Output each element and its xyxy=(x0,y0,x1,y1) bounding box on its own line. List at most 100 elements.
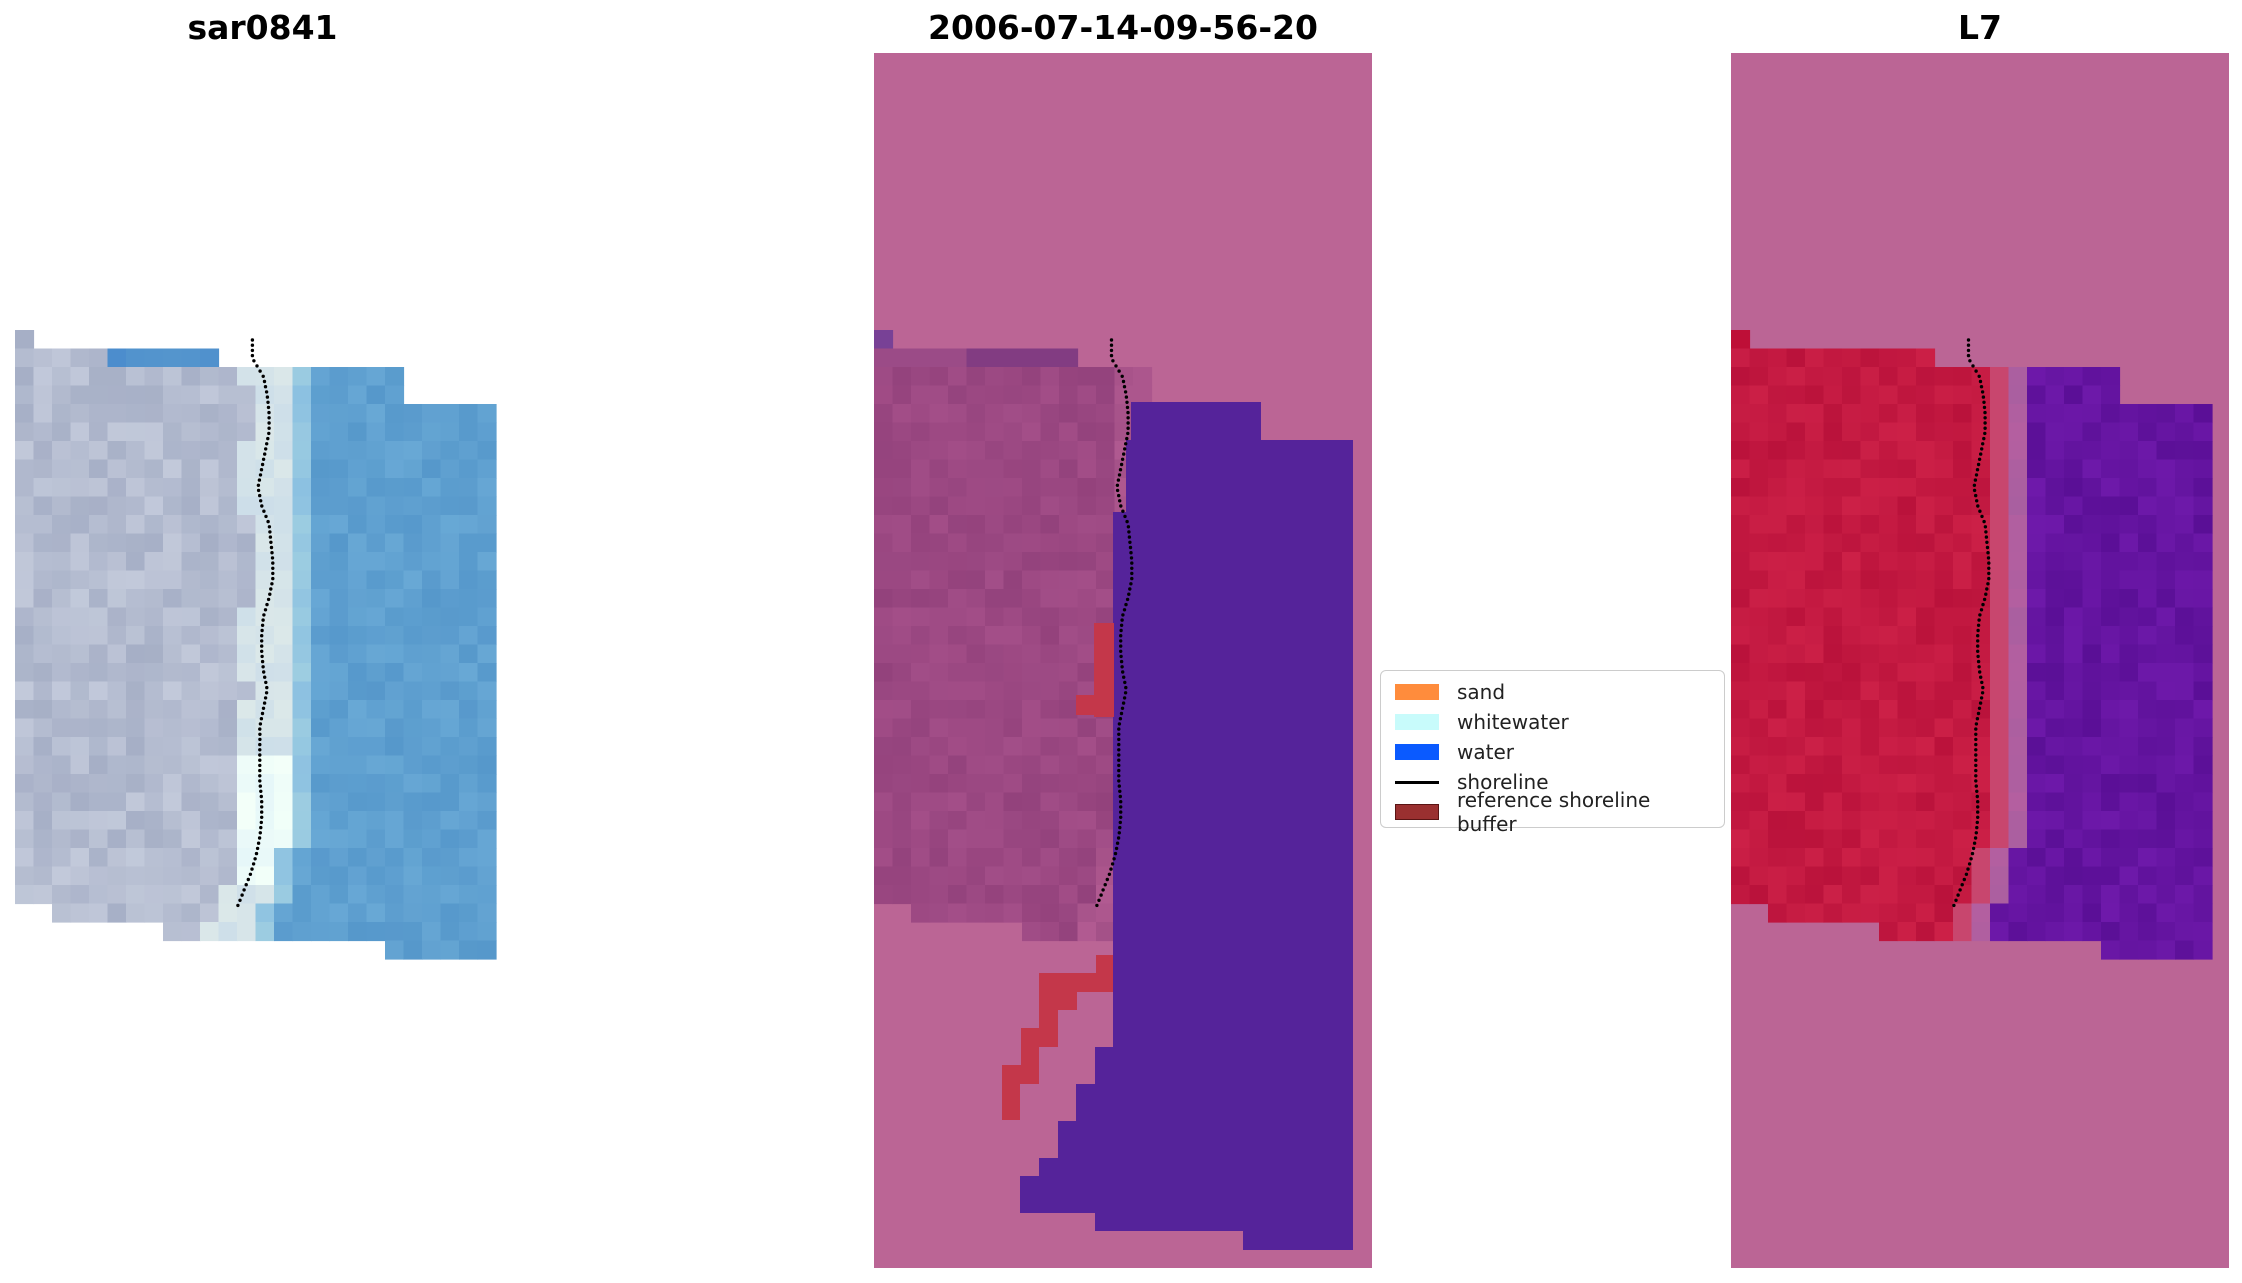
shoreline-point xyxy=(1974,784,1979,788)
shoreline-point xyxy=(1117,774,1121,778)
image-pixel xyxy=(2156,589,2176,609)
image-pixel xyxy=(2082,515,2102,535)
image-pixel xyxy=(1916,552,1936,572)
image-pixel xyxy=(1897,866,1917,886)
image-pixel xyxy=(1077,459,1097,479)
image-pixel xyxy=(385,718,405,738)
image-pixel xyxy=(329,811,349,831)
image-pixel xyxy=(2101,792,2121,812)
image-pixel xyxy=(1096,404,1116,424)
image-pixel xyxy=(1022,885,1042,905)
image-pixel xyxy=(1768,570,1788,590)
image-pixel xyxy=(1749,533,1769,553)
shoreline-point xyxy=(264,691,269,695)
image-pixel xyxy=(274,496,294,516)
image-pixel xyxy=(2064,681,2084,701)
image-pixel xyxy=(163,681,183,701)
image-pixel xyxy=(1971,404,1991,424)
image-pixel xyxy=(1749,348,1769,368)
image-pixel xyxy=(2175,515,2195,535)
image-pixel xyxy=(1916,663,1936,683)
image-pixel xyxy=(1096,607,1116,627)
shoreline-point xyxy=(1974,774,1978,778)
image-pixel xyxy=(2101,552,2121,572)
shoreline-point xyxy=(1981,685,1985,690)
image-pixel xyxy=(366,496,386,516)
image-pixel xyxy=(2138,700,2158,720)
image-pixel xyxy=(311,755,331,775)
image-pixel xyxy=(89,663,109,683)
image-pixel xyxy=(2156,903,2176,923)
image-pixel xyxy=(218,792,238,812)
shoreline-point xyxy=(1117,748,1121,752)
image-pixel xyxy=(107,866,127,886)
image-pixel xyxy=(2045,515,2065,535)
image-pixel xyxy=(403,848,423,868)
image-pixel xyxy=(2193,570,2213,590)
shoreline-point xyxy=(260,654,264,659)
image-pixel xyxy=(966,367,986,387)
image-pixel xyxy=(1805,885,1825,905)
shoreline-point xyxy=(258,753,262,757)
image-pixel xyxy=(329,681,349,701)
image-pixel xyxy=(1022,866,1042,886)
image-pixel xyxy=(1786,774,1806,794)
image-pixel xyxy=(1786,441,1806,461)
image-pixel xyxy=(107,681,127,701)
image-pixel xyxy=(348,626,368,646)
image-pixel xyxy=(403,552,423,572)
shoreline-point xyxy=(1128,540,1132,544)
image-pixel xyxy=(477,441,497,461)
image-pixel xyxy=(911,848,931,868)
image-pixel xyxy=(892,663,912,683)
shoreline-point xyxy=(1974,473,1979,477)
image-pixel xyxy=(237,385,257,405)
image-pixel xyxy=(1040,718,1060,738)
image-pixel xyxy=(1768,885,1788,905)
image-pixel xyxy=(366,922,386,942)
shoreline-point xyxy=(1117,758,1121,762)
image-pixel xyxy=(1860,903,1880,923)
image-pixel xyxy=(2156,718,2176,738)
image-pixel xyxy=(311,644,331,664)
image-pixel xyxy=(1990,570,2010,590)
image-pixel xyxy=(1916,478,1936,498)
image-pixel xyxy=(1823,570,1843,590)
image-pixel xyxy=(70,792,90,812)
image-pixel xyxy=(892,422,912,442)
image-pixel xyxy=(1749,848,1769,868)
image-pixel xyxy=(144,811,164,831)
image-pixel xyxy=(1040,441,1060,461)
shoreline-point xyxy=(261,374,265,378)
image-pixel xyxy=(1077,515,1097,535)
shoreline-point xyxy=(258,742,262,747)
image-pixel xyxy=(1059,570,1079,590)
image-pixel xyxy=(274,552,294,572)
image-pixel xyxy=(126,607,146,627)
shoreline-point xyxy=(246,877,250,882)
shoreline-point xyxy=(1981,395,1986,399)
image-pixel xyxy=(874,607,894,627)
image-pixel xyxy=(403,792,423,812)
shoreline-point xyxy=(1966,338,1971,342)
image-pixel xyxy=(15,385,35,405)
image-pixel xyxy=(966,404,986,424)
image-pixel xyxy=(218,700,238,720)
image-pixel xyxy=(89,552,109,572)
image-pixel xyxy=(929,626,949,646)
image-pixel xyxy=(1934,792,1954,812)
image-pixel xyxy=(1990,459,2010,479)
image-pixel xyxy=(911,348,931,368)
image-pixel xyxy=(218,515,238,535)
image-pixel xyxy=(1077,570,1097,590)
image-pixel xyxy=(440,663,460,683)
image-pixel xyxy=(1731,848,1751,868)
image-pixel xyxy=(89,866,109,886)
image-pixel xyxy=(1022,348,1042,368)
image-pixel xyxy=(181,626,201,646)
image-pixel xyxy=(292,570,312,590)
image-pixel xyxy=(477,496,497,516)
image-pixel xyxy=(1916,459,1936,479)
image-pixel xyxy=(1077,533,1097,553)
image-pixel xyxy=(1860,533,1880,553)
